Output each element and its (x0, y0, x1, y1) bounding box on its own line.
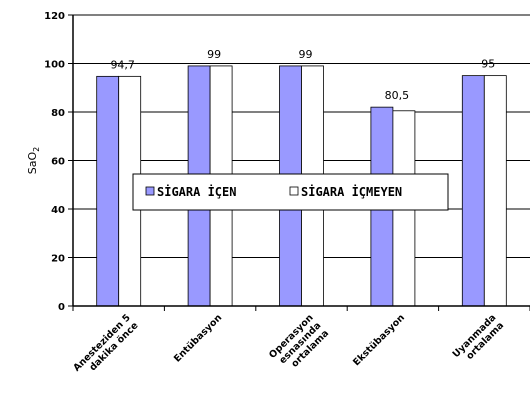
y-tick-label: 100 (44, 60, 65, 71)
y-axis: 0 20 40 60 80 100 120 (44, 11, 74, 313)
x-category-label: Ekstübasyon (351, 312, 407, 368)
x-category-label: Entübasyon (172, 312, 224, 364)
bar (96, 75, 120, 307)
data-label: 95 (481, 58, 495, 71)
data-label: 99 (207, 48, 221, 61)
x-category-label: Operasyonesnasındaortalama (267, 312, 331, 376)
bar (483, 75, 507, 307)
y-tick-label: 40 (51, 205, 65, 216)
x-category-label: Anesteziden 5dakika önce (71, 312, 140, 381)
data-label: 80,5 (385, 89, 410, 102)
x-category-label: Uyanmadaortalama (451, 312, 507, 368)
data-label: 94,7 (110, 58, 135, 71)
y-tick-label: 0 (58, 302, 65, 313)
y-tick-label: 80 (51, 108, 65, 119)
y-tick-label: 120 (44, 11, 65, 22)
legend: SİGARA İÇEN SİGARA İÇMEYEN (132, 173, 449, 211)
bar (461, 75, 485, 307)
y-tick-label: 20 (51, 254, 65, 265)
x-axis: Anesteziden 5dakika önce Entübasyon Operas… (71, 305, 530, 381)
legend-label: SİGARA İÇMEYEN (301, 184, 402, 199)
legend-swatch (289, 186, 299, 196)
legend-swatch (145, 186, 155, 196)
data-label: 99 (299, 48, 313, 61)
y-tick-label: 60 (51, 157, 65, 168)
y-axis-label: SaO2 (26, 147, 41, 174)
data-labels: 94,7 99 99 80,5 95 (110, 48, 495, 102)
legend-label: SİGARA İÇEN (157, 184, 236, 199)
